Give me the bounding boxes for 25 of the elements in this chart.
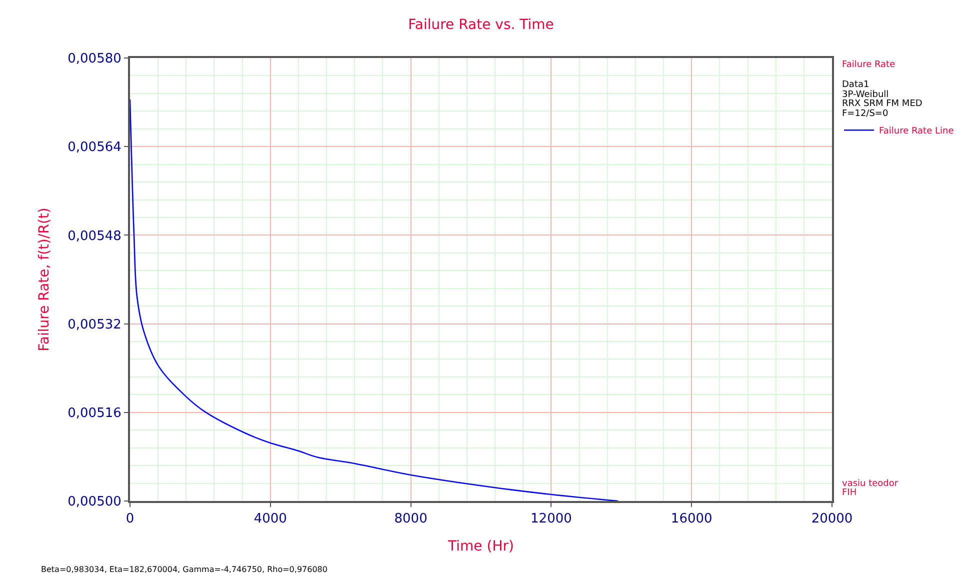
x-tick-label: 4000 [254,512,287,527]
text: 3P-Weibull [842,90,889,100]
y-tick-label: 0,00532 [68,317,122,332]
y-tick-label: 0,00548 [68,228,122,244]
x-tick-label: 20000 [811,512,853,527]
y-tick-label: 0,00564 [68,140,122,156]
legend-label: Failure Rate Line [879,126,954,137]
line-series [130,98,619,501]
text: Data1 [842,80,870,90]
x-axis-title: Time (Hr) [447,538,514,554]
y-tick-label: 0,00516 [68,406,122,421]
x-tick-label: 12000 [530,512,572,527]
y-tick-label: 0,00500 [68,494,122,510]
y-tick-label: 0,00580 [68,52,122,67]
legend-title: Failure Rate [842,60,896,70]
text: F=12/S=0 [842,109,888,119]
x-tick-label: 16000 [670,512,712,527]
chart-title: Failure Rate vs. Time [408,17,554,34]
y-axis-title: Failure Rate, f(t)/R(t) [36,208,53,352]
x-tick-label: 0 [126,512,134,527]
text: FIH [842,488,857,498]
x-tick-label: 8000 [394,512,428,527]
text: Beta=0,983034, Eta=182,670004, Gamma=-4,746750, Rho=0,976080 [41,565,328,574]
text: vasiu teodor [842,479,898,489]
text: RRX SRM FM MED [842,99,922,109]
